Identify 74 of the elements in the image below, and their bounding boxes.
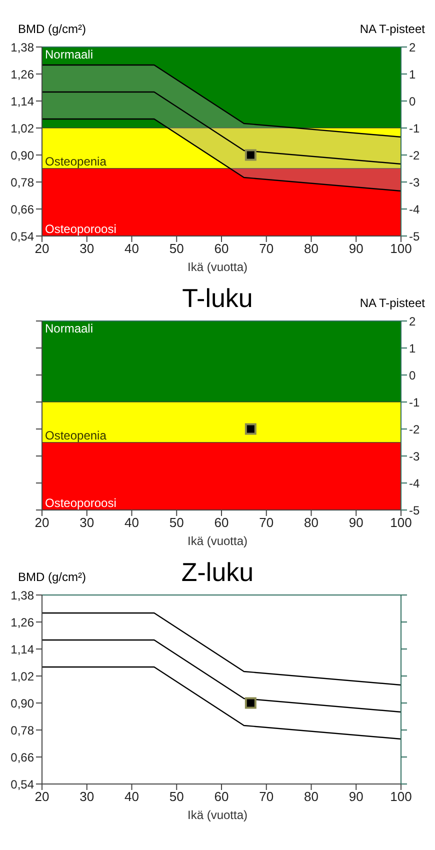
y2-tick-label: -5	[409, 229, 420, 244]
x-tick-label: 90	[348, 241, 364, 256]
y-tick-label: 1,26	[10, 67, 34, 82]
y-tick-label: 0,78	[10, 723, 34, 738]
y-tick-label: 1,02	[10, 121, 34, 136]
x-tick-label: 70	[259, 789, 274, 804]
x-tick-label: 50	[169, 241, 184, 256]
y-tick-label: 0,90	[10, 696, 34, 710]
x-axis-title: Ikä (vuotta)	[186, 808, 249, 822]
y-tick-label: 1,38	[10, 40, 34, 54]
chart-title: Z-luku	[181, 557, 254, 587]
y2-tick-label: -4	[409, 202, 420, 216]
x-tick-label: 40	[124, 789, 139, 804]
y2-tick-label: -4	[409, 476, 420, 490]
y2-tick-label: -2	[409, 148, 420, 162]
y-tick-label: 0,54	[10, 777, 34, 792]
y-tick-label: 0,90	[10, 148, 34, 162]
band-label: Osteopenia	[45, 154, 107, 168]
band-label: Osteopenia	[45, 428, 107, 442]
y2-axis-title: NA T-pisteet	[360, 22, 425, 36]
band-label: Osteoporoosi	[45, 222, 116, 236]
x-tick-label: 60	[214, 789, 229, 804]
y2-tick-label: 2	[409, 314, 416, 328]
y2-tick-label: -1	[409, 395, 420, 410]
y2-tick-label: 2	[409, 40, 416, 54]
y-tick-label: 0,66	[10, 202, 34, 216]
y2-tick-label: 0	[409, 94, 416, 108]
y-tick-label: 0,78	[10, 175, 34, 190]
band-label: Normaali	[45, 322, 94, 336]
x-tick-label: 20	[34, 515, 50, 530]
x-tick-label: 40	[124, 515, 139, 530]
y2-tick-label: -3	[409, 175, 420, 190]
band-label: Normaali	[45, 48, 94, 62]
y-tick-label: 1,14	[10, 94, 34, 108]
x-tick-label: 70	[259, 241, 274, 256]
y-tick-label: 1,02	[10, 669, 34, 684]
x-tick-label: 60	[214, 515, 229, 530]
y2-tick-label: -2	[409, 422, 420, 436]
y2-axis-title: NA T-pisteet	[360, 296, 425, 310]
y-tick-label: 0,66	[10, 750, 34, 764]
x-tick-label: 50	[169, 789, 184, 804]
x-tick-label: 50	[169, 515, 184, 530]
y-tick-label: 1,38	[10, 588, 34, 602]
x-tick-label: 80	[304, 789, 318, 804]
y-axis-title: BMD (g/cm²)	[18, 22, 86, 36]
x-tick-label: 80	[304, 515, 318, 530]
y2-tick-label: 1	[409, 67, 416, 82]
x-tick-label: 80	[304, 241, 318, 256]
y-tick-label: 1,14	[10, 642, 34, 656]
x-tick-label: 60	[214, 241, 229, 256]
y2-tick-label: -3	[409, 449, 420, 464]
y2-tick-label: 0	[409, 368, 416, 382]
x-tick-label: 100	[390, 515, 412, 530]
x-tick-label: 20	[34, 241, 50, 256]
chart-title: T-luku	[182, 283, 253, 313]
x-axis-title: Ikä (vuotta)	[186, 534, 249, 548]
y2-tick-label: -5	[409, 503, 420, 518]
y-tick-label: 0,54	[10, 229, 34, 244]
y-tick-label: 1,26	[10, 615, 34, 630]
x-tick-label: 20	[34, 789, 50, 804]
x-tick-label: 30	[80, 241, 94, 256]
x-tick-label: 70	[259, 515, 274, 530]
x-tick-label: 30	[80, 515, 94, 530]
x-tick-label: 100	[390, 789, 412, 804]
x-tick-label: 100	[390, 241, 412, 256]
x-axis-title: Ikä (vuotta)	[186, 260, 249, 274]
y2-tick-label: -1	[409, 121, 420, 136]
x-tick-label: 90	[348, 515, 364, 530]
x-tick-label: 90	[348, 789, 364, 804]
x-tick-label: 30	[80, 789, 94, 804]
x-tick-label: 40	[124, 241, 139, 256]
y2-tick-label: 1	[409, 341, 416, 356]
band-label: Osteoporoosi	[45, 496, 116, 510]
y-axis-title: BMD (g/cm²)	[18, 570, 86, 584]
